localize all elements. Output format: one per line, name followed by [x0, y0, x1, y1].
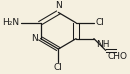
Text: N: N	[55, 1, 62, 10]
Text: NH: NH	[96, 40, 109, 49]
Text: H₂N: H₂N	[2, 18, 19, 27]
Text: N: N	[31, 34, 38, 43]
Text: CHO: CHO	[108, 52, 128, 61]
Text: Cl: Cl	[96, 18, 105, 27]
Text: Cl: Cl	[54, 63, 63, 72]
